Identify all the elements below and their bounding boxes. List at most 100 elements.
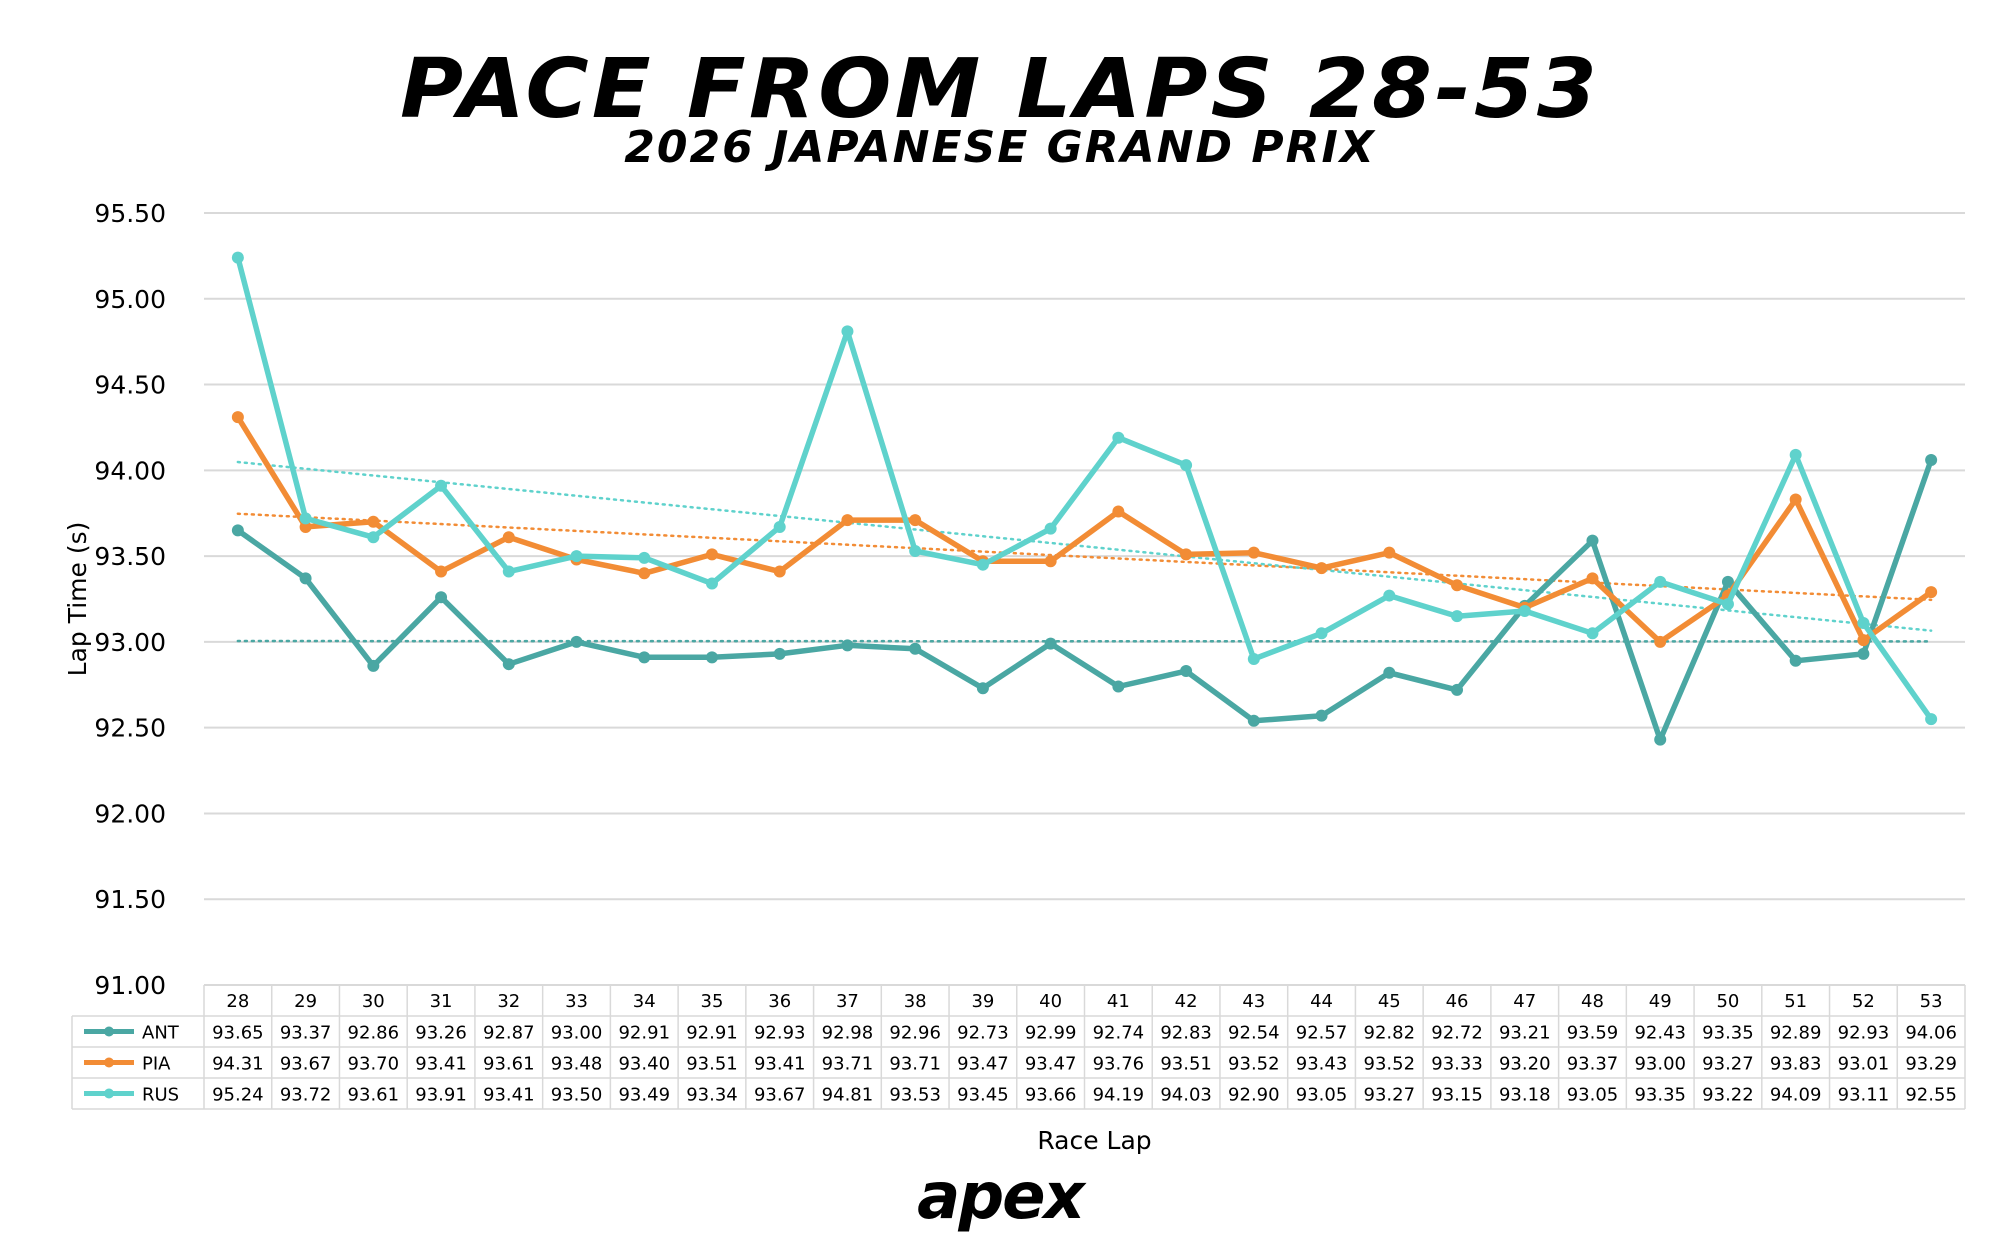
x-tick-label: 30 — [362, 991, 385, 1012]
data-point-rus — [638, 551, 651, 564]
data-point-ant — [570, 635, 583, 648]
data-point-ant — [231, 524, 244, 537]
table-cell: 94.19 — [1093, 1085, 1145, 1106]
table-cell: 92.82 — [1364, 1023, 1416, 1044]
table-cell: 92.91 — [618, 1023, 670, 1044]
data-point-ant — [1925, 454, 1938, 467]
x-tick-label: 42 — [1175, 991, 1198, 1012]
x-tick-label: 36 — [768, 991, 791, 1012]
data-point-pia — [1925, 586, 1938, 599]
table-cell: 93.27 — [1702, 1054, 1754, 1075]
table-cell: 92.93 — [1838, 1023, 1890, 1044]
table-cell: 93.65 — [212, 1023, 264, 1044]
data-point-rus — [1112, 431, 1125, 444]
y-tick-label: 92.00 — [94, 799, 166, 828]
data-point-rus — [841, 325, 854, 338]
table-cell: 93.53 — [889, 1085, 941, 1106]
table-cell: 93.83 — [1770, 1054, 1822, 1075]
data-point-pia — [502, 531, 515, 544]
table-cell: 92.74 — [1093, 1023, 1145, 1044]
table-cell: 93.61 — [348, 1085, 400, 1106]
table-cell: 93.48 — [551, 1054, 603, 1075]
y-tick-label: 93.00 — [94, 628, 166, 657]
table-cell: 92.99 — [1025, 1023, 1077, 1044]
table-cell: 93.67 — [280, 1054, 332, 1075]
x-tick-label: 33 — [565, 991, 588, 1012]
data-point-rus — [1383, 589, 1396, 602]
table-cell: 94.09 — [1770, 1085, 1822, 1106]
data-point-ant — [1857, 647, 1870, 660]
table-cell: 92.98 — [822, 1023, 874, 1044]
data-point-ant — [1721, 575, 1734, 588]
table-cell: 93.35 — [1634, 1085, 1686, 1106]
data-point-rus — [1586, 627, 1599, 640]
data-point-pia — [367, 515, 380, 528]
x-tick-label: 48 — [1581, 991, 1604, 1012]
legend-marker-pia — [104, 1057, 114, 1068]
data-point-ant — [773, 647, 786, 660]
data-point-pia — [1315, 562, 1328, 575]
table-cell: 93.41 — [754, 1054, 806, 1075]
data-point-rus — [1721, 598, 1734, 611]
x-tick-label: 46 — [1446, 991, 1469, 1012]
table-cell: 94.03 — [1160, 1085, 1212, 1106]
data-point-rus — [435, 479, 448, 492]
data-point-ant — [1654, 733, 1667, 746]
table-cell: 93.72 — [280, 1085, 332, 1106]
table-cell: 93.61 — [483, 1054, 535, 1075]
table-cell: 93.51 — [1160, 1054, 1212, 1075]
data-point-ant — [1789, 654, 1802, 667]
series-line-ant — [235, 457, 1934, 743]
data-point-ant — [638, 651, 651, 664]
table-cell: 94.31 — [212, 1054, 264, 1075]
table-cell: 93.20 — [1499, 1054, 1551, 1075]
table-cell: 92.89 — [1770, 1023, 1822, 1044]
data-point-ant — [1180, 665, 1193, 678]
table-cell: 93.22 — [1702, 1085, 1754, 1106]
data-point-pia — [1383, 546, 1396, 559]
data-point-ant — [909, 642, 922, 655]
x-tick-label: 43 — [1242, 991, 1265, 1012]
data-point-rus — [1518, 605, 1531, 618]
data-point-pia — [1044, 555, 1057, 568]
table-cell: 93.43 — [1296, 1054, 1348, 1075]
y-tick-label: 95.50 — [94, 199, 166, 228]
table-cell: 93.71 — [822, 1054, 874, 1075]
trendline-pia — [236, 512, 1933, 602]
data-point-pia — [435, 565, 448, 578]
data-point-rus — [705, 577, 718, 590]
data-point-pia — [1247, 546, 1260, 559]
data-point-ant — [1315, 709, 1328, 722]
table-cell: 92.43 — [1634, 1023, 1686, 1044]
data-point-ant — [1044, 637, 1057, 650]
x-tick-label: 49 — [1649, 991, 1672, 1012]
table-cell: 92.91 — [686, 1023, 738, 1044]
series-line-pia — [235, 414, 1934, 645]
table-cell: 93.11 — [1838, 1085, 1890, 1106]
table-cell: 93.05 — [1296, 1085, 1348, 1106]
data-point-ant — [1112, 680, 1125, 693]
x-tick-label: 41 — [1107, 991, 1130, 1012]
data-point-ant — [1247, 714, 1260, 727]
table-cell: 93.50 — [551, 1085, 603, 1106]
x-tick-label: 38 — [904, 991, 927, 1012]
y-tick-label: 93.50 — [94, 542, 166, 571]
legend-label: ANT — [142, 1023, 180, 1044]
x-tick-label: 29 — [294, 991, 317, 1012]
table-cell: 93.00 — [551, 1023, 603, 1044]
data-point-rus — [1789, 448, 1802, 461]
table-cell: 92.54 — [1228, 1023, 1280, 1044]
table-cell: 93.41 — [483, 1085, 535, 1106]
data-point-rus — [1180, 459, 1193, 472]
table-cell: 93.45 — [957, 1085, 1009, 1106]
data-point-ant — [299, 572, 312, 585]
data-point-pia — [638, 567, 651, 580]
table-cell: 93.21 — [1499, 1023, 1551, 1044]
x-tick-label: 40 — [1039, 991, 1062, 1012]
data-point-pia — [841, 514, 854, 527]
table-cell: 93.35 — [1702, 1023, 1754, 1044]
data-point-pia — [1112, 505, 1125, 518]
data-point-rus — [231, 251, 244, 264]
data-point-rus — [570, 550, 583, 563]
x-tick-label: 31 — [430, 991, 453, 1012]
